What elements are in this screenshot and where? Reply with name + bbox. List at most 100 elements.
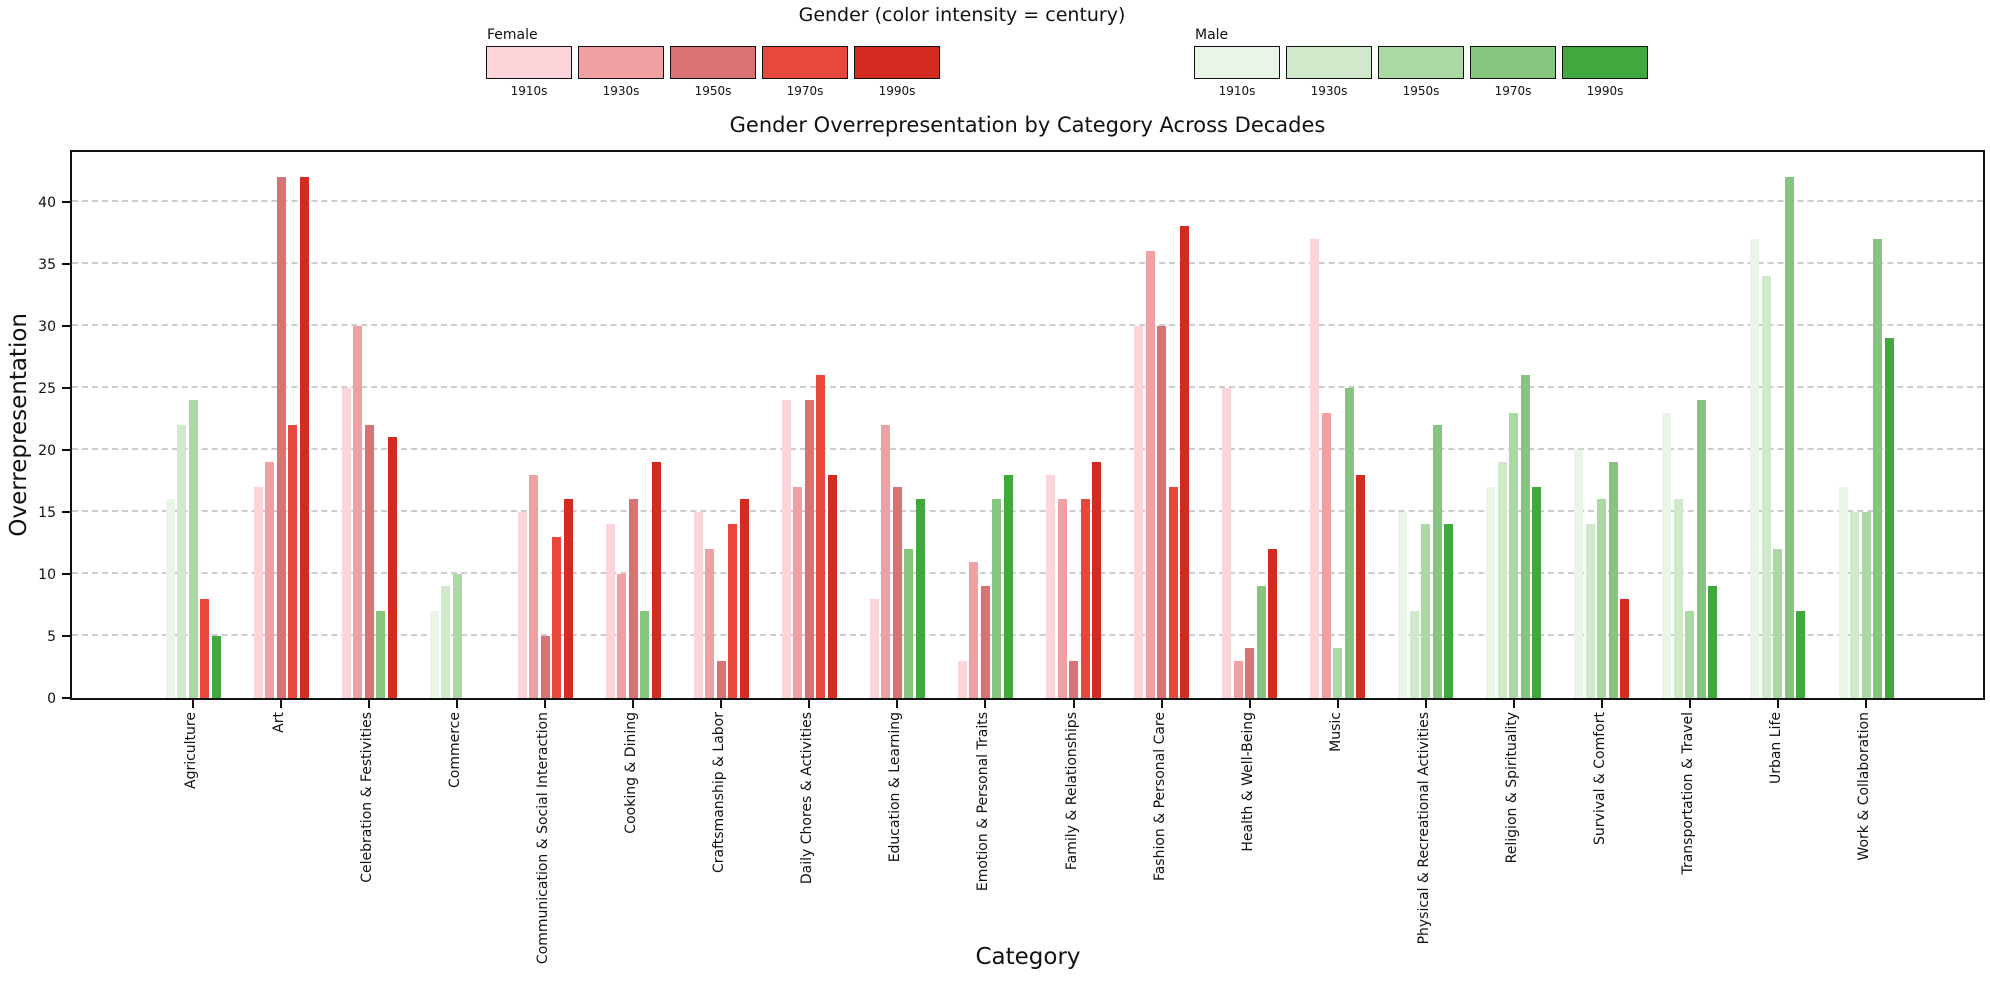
bar — [793, 487, 803, 698]
bar — [1092, 462, 1102, 698]
x-tick-mark — [1688, 699, 1691, 708]
y-tick-mark — [62, 634, 71, 637]
bar — [1180, 226, 1190, 698]
y-tick-label: 30 — [38, 318, 56, 335]
bar — [915, 499, 925, 698]
y-tick-mark — [62, 386, 71, 389]
bar — [1256, 586, 1266, 698]
bar — [892, 487, 902, 698]
y-tick-label: 0 — [47, 691, 56, 707]
bar — [1708, 586, 1718, 698]
bar — [200, 598, 209, 698]
x-tick-mark — [808, 699, 811, 708]
legend-group-female: Female 1910s 1930s 1950s 1970s 1990s — [486, 27, 940, 98]
bar — [1222, 387, 1232, 698]
bar — [364, 425, 374, 698]
bar — [341, 387, 351, 698]
bar — [1597, 499, 1607, 698]
bar — [177, 425, 186, 698]
x-tick-mark — [1600, 699, 1603, 708]
bar — [276, 176, 286, 698]
bar — [1356, 474, 1366, 698]
bar — [969, 561, 979, 698]
x-tick-label: Craftsmanship & Labor — [711, 712, 728, 874]
x-tick-label: Emotion & Personal Traits — [975, 712, 992, 892]
legend-male-label: Male — [1195, 27, 1229, 43]
bar — [1673, 499, 1683, 698]
bar — [1398, 511, 1408, 698]
legend-decade-label: 1990s — [878, 84, 916, 98]
gridline — [72, 261, 1983, 264]
y-tick-label: 35 — [38, 256, 56, 273]
gridline — [72, 385, 1983, 388]
legend-group-male: Male 1910s 1930s 1950s 1970s 1990s — [1194, 27, 1648, 98]
bar — [265, 462, 275, 698]
x-tick-label: Cooking & Dining — [623, 712, 640, 834]
bar — [1134, 325, 1144, 698]
y-tick-label: 25 — [38, 380, 56, 397]
bar — [517, 511, 527, 698]
x-tick-label: Health & Well-Being — [1239, 712, 1256, 852]
gridline — [72, 633, 1983, 636]
y-tick-mark — [62, 448, 71, 451]
x-tick-mark — [1512, 699, 1515, 708]
legend-decade-label: 1930s — [602, 84, 640, 98]
legend-swatches-male — [1194, 46, 1648, 79]
x-tick-mark — [720, 699, 723, 708]
legend-decade-label: 1950s — [694, 84, 732, 98]
bar — [1080, 499, 1090, 698]
bar — [1497, 462, 1507, 698]
bar — [1046, 474, 1056, 698]
x-tick-label: Daily Chores & Activities — [799, 712, 816, 885]
y-tick-mark — [62, 697, 71, 699]
bar — [1850, 511, 1859, 698]
bar — [1321, 412, 1331, 698]
bar — [563, 499, 573, 698]
bar — [816, 375, 826, 698]
bar — [1873, 238, 1882, 698]
y-tick-mark — [62, 200, 71, 203]
bar — [1585, 524, 1595, 698]
bar — [904, 549, 914, 698]
gridline — [72, 509, 1983, 512]
bar — [1069, 660, 1079, 698]
bar — [1784, 176, 1794, 698]
gridline — [72, 571, 1983, 574]
legend-swatch-female-1910s — [486, 46, 572, 79]
bar — [429, 611, 439, 698]
bar — [1750, 238, 1760, 698]
x-tick-label: Urban Life — [1767, 712, 1784, 785]
x-tick-mark — [192, 699, 194, 708]
bar — [739, 499, 749, 698]
x-tick-label: Art — [271, 712, 288, 733]
bar — [1620, 598, 1630, 698]
y-tick-mark — [62, 262, 71, 265]
bar — [211, 635, 221, 698]
legend-decade-label: 1930s — [1310, 84, 1348, 98]
bar — [1245, 648, 1255, 698]
bar — [1421, 524, 1431, 698]
legend-swatch-female-1950s — [670, 46, 756, 79]
bar — [387, 437, 397, 698]
legend-decade-label: 1950s — [1402, 84, 1440, 98]
bar — [288, 425, 298, 698]
chart-title: Gender Overrepresentation by Category Ac… — [729, 113, 1326, 137]
y-tick-label: 5 — [47, 628, 56, 645]
bar — [1884, 338, 1894, 698]
bar — [781, 400, 791, 698]
x-tick-label: Survival & Comfort — [1591, 712, 1608, 845]
bar — [253, 487, 263, 698]
x-tick-mark — [1336, 699, 1339, 708]
legend-decades-female: 1910s 1930s 1950s 1970s 1990s — [486, 84, 940, 98]
legend-swatch-female-1970s — [762, 46, 848, 79]
legend-decade-label: 1970s — [1494, 84, 1532, 98]
bar — [881, 425, 891, 698]
bar — [1608, 462, 1618, 698]
bar — [376, 611, 386, 698]
y-tick-mark — [62, 572, 71, 575]
bar — [693, 511, 703, 698]
y-axis-title: Overrepresentation — [2, 150, 36, 700]
bar — [1003, 474, 1013, 698]
bar — [1145, 251, 1155, 698]
legend-decade-label: 1970s — [786, 84, 824, 98]
